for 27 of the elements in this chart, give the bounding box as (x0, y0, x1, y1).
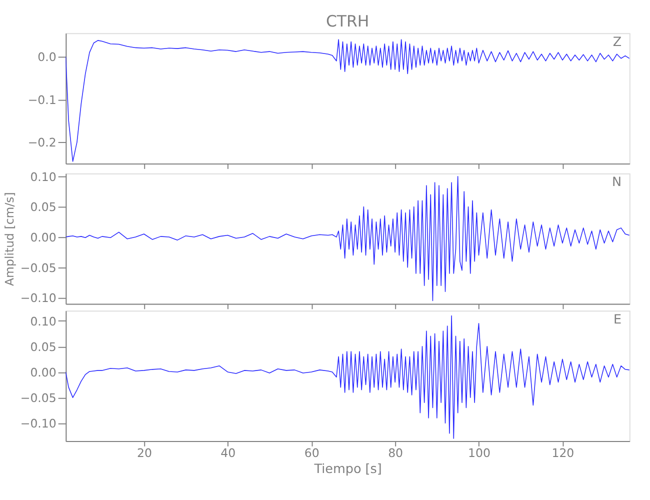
y-tick-label: −0.05 (20, 390, 56, 405)
x-tick-label: 40 (220, 446, 236, 460)
x-tick-label: 100 (468, 446, 490, 460)
chart-title: CTRH (326, 11, 370, 30)
y-tick-label: 0.05 (30, 340, 56, 354)
y-tick-label: 0.00 (30, 230, 56, 244)
line-series (66, 176, 630, 302)
x-tick-label: 80 (388, 446, 404, 460)
line-series (66, 315, 630, 439)
y-tick-label: 0.00 (30, 365, 56, 380)
annotation: N (612, 175, 622, 190)
y-tick-label: −0.10 (20, 291, 56, 306)
y-tick-label: −0.05 (20, 260, 56, 275)
y-tick-label: −0.2 (28, 136, 56, 150)
y-axis-title: Amplitud [cm/s] (2, 192, 16, 286)
x-tick-label: 20 (136, 446, 152, 460)
x-axis-title: Tiempo [s] (313, 462, 382, 477)
y-tick-label: 0.0 (38, 50, 56, 64)
y-tick-label: 0.05 (30, 200, 56, 214)
y-tick-label: 0.10 (30, 170, 56, 184)
annotation: Z (612, 34, 622, 50)
y-tick-label: 0.10 (30, 314, 56, 328)
x-tick-label: 120 (552, 446, 574, 460)
x-tick-label: 60 (304, 446, 320, 460)
annotation: E (614, 312, 622, 328)
y-tick-label: −0.10 (20, 416, 56, 431)
y-tick-label: −0.1 (28, 92, 56, 107)
